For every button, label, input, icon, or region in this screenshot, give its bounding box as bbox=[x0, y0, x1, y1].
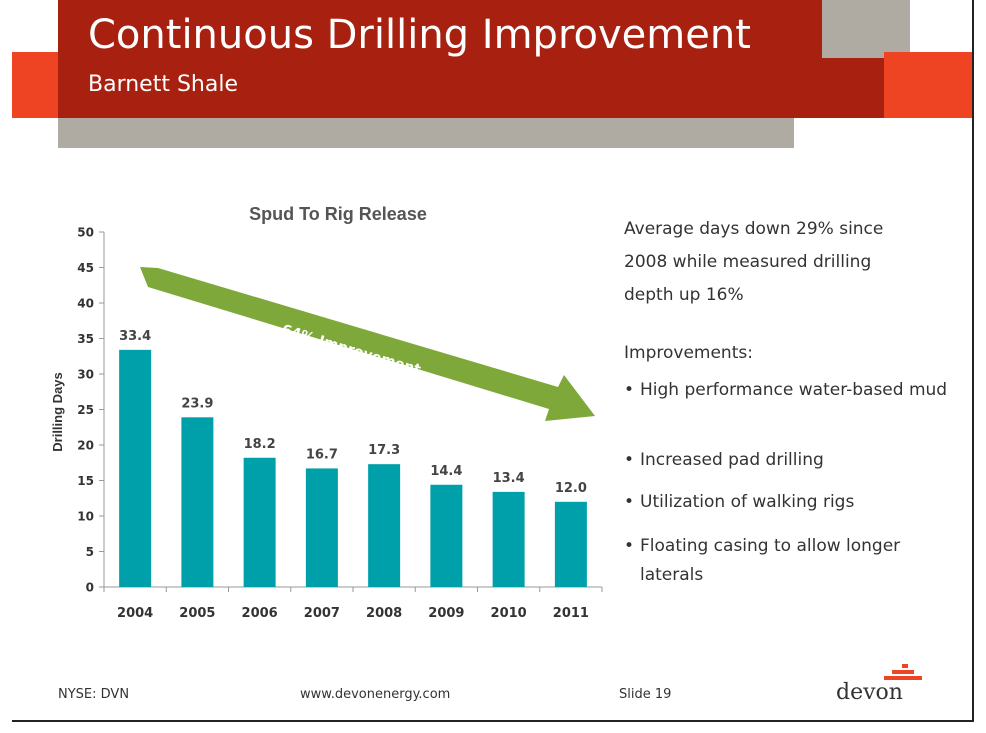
summary-text: Average days down 29% since 2008 while m… bbox=[624, 219, 884, 305]
data-label: 23.9 bbox=[181, 396, 213, 411]
bar-2010 bbox=[492, 491, 525, 587]
x-tick-label: 2005 bbox=[179, 606, 215, 621]
bullet-dot: • bbox=[624, 536, 635, 556]
improvements-heading: Improvements: bbox=[624, 343, 753, 363]
footer-ticker: NYSE: DVN bbox=[58, 687, 130, 702]
y-tick-label: 5 bbox=[86, 545, 94, 559]
y-tick-label: 15 bbox=[77, 474, 94, 488]
chart-title: Spud To Rig Release bbox=[249, 204, 427, 224]
y-tick-label: 50 bbox=[77, 226, 94, 240]
devon-logo-text: devon bbox=[836, 680, 903, 705]
bar-2009 bbox=[430, 484, 463, 587]
x-tick-label: 2004 bbox=[117, 606, 153, 621]
bullet-item: • High performance water-based mud bbox=[624, 376, 954, 405]
devon-logo-mark bbox=[884, 664, 922, 680]
data-label: 17.3 bbox=[368, 443, 400, 458]
bullet-item: • Floating casing to allow longer lateral… bbox=[624, 532, 954, 590]
header-gray-block-bottom bbox=[58, 118, 794, 148]
bullet-item: • Utilization of walking rigs bbox=[624, 488, 954, 517]
bar-2011 bbox=[554, 501, 587, 587]
header-title-band bbox=[58, 0, 822, 118]
x-tick-label: 2009 bbox=[428, 606, 464, 621]
y-tick-label: 35 bbox=[77, 332, 94, 346]
improvement-arrow-shape bbox=[140, 267, 595, 421]
y-axis-label: Drilling Days bbox=[50, 372, 65, 451]
x-tick-label: 2007 bbox=[304, 606, 340, 621]
bar-2008 bbox=[368, 464, 401, 587]
slide: Continuous Drilling Improvement Barnett … bbox=[12, 0, 974, 722]
bullet-dot: • bbox=[624, 492, 635, 512]
footer-slide-number: Slide 19 bbox=[619, 687, 672, 702]
x-tick-label: 2006 bbox=[242, 606, 278, 621]
bullet-item: • Increased pad drilling bbox=[624, 446, 954, 475]
slide-title: Continuous Drilling Improvement bbox=[88, 12, 751, 58]
data-label: 33.4 bbox=[119, 329, 151, 344]
data-label: 13.4 bbox=[493, 471, 525, 486]
bullet-dot: • bbox=[624, 450, 635, 470]
bullet-dot: • bbox=[624, 380, 635, 400]
bullet-text: Floating casing to allow longer laterals bbox=[640, 536, 901, 585]
x-tick-label: 2008 bbox=[366, 606, 402, 621]
header-gray-block-top bbox=[822, 0, 910, 58]
header-orange-right bbox=[884, 52, 972, 118]
bullet-text: Increased pad drilling bbox=[640, 450, 824, 470]
header-title-band-ext bbox=[822, 58, 884, 118]
bar-2007 bbox=[305, 468, 338, 587]
data-label: 18.2 bbox=[244, 437, 276, 452]
bullet-text: Utilization of walking rigs bbox=[640, 492, 855, 512]
y-tick-label: 25 bbox=[77, 403, 94, 417]
bar-2005 bbox=[181, 417, 214, 587]
header-orange-left bbox=[12, 52, 58, 118]
drilling-days-chart: Spud To Rig Release Drilling Days 0 5 10 15… bbox=[50, 204, 603, 621]
y-tick-label: 10 bbox=[77, 510, 94, 524]
bars: 33.4 23.9 18.2 16.7 17.3 14.4 13.4 12.0 bbox=[119, 329, 587, 587]
y-tick-label: 40 bbox=[77, 297, 94, 311]
x-tick-label: 2010 bbox=[491, 606, 527, 621]
slide-subtitle: Barnett Shale bbox=[88, 72, 238, 97]
y-tick-label: 30 bbox=[77, 368, 94, 382]
footer-url[interactable]: www.devonenergy.com bbox=[300, 687, 451, 702]
x-tick-label: 2011 bbox=[553, 606, 589, 621]
bar-2004 bbox=[119, 349, 152, 587]
bullet-text: High performance water-based mud bbox=[640, 380, 948, 400]
y-tick-label: 45 bbox=[77, 261, 94, 275]
data-label: 16.7 bbox=[306, 447, 338, 462]
data-label: 14.4 bbox=[430, 464, 462, 479]
data-label: 12.0 bbox=[555, 481, 587, 496]
y-tick-label: 20 bbox=[77, 439, 94, 453]
y-axis: 0 5 10 15 20 25 30 35 40 45 50 bbox=[77, 226, 105, 595]
bar-2006 bbox=[243, 457, 276, 587]
x-axis: 2004 2005 2006 2007 2008 2009 2010 2011 bbox=[103, 586, 603, 621]
y-tick-label: 0 bbox=[86, 581, 94, 595]
